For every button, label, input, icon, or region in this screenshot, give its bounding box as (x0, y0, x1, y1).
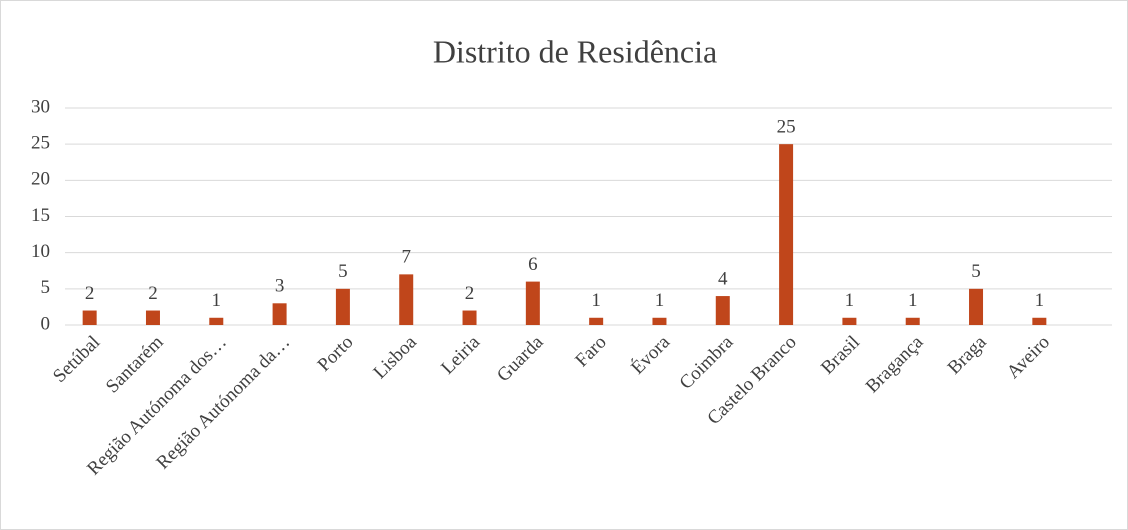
chart-title: Distrito de Residência (433, 33, 717, 69)
data-label: 1 (1035, 290, 1045, 311)
data-label: 1 (212, 290, 222, 311)
bar (842, 317, 857, 325)
bar (209, 317, 224, 325)
bar (272, 303, 287, 325)
y-tick-label: 10 (31, 241, 50, 262)
y-tick-label: 5 (41, 277, 51, 298)
data-label: 2 (465, 283, 475, 304)
bar (589, 317, 604, 325)
bar (715, 296, 730, 325)
data-label: 2 (148, 283, 158, 304)
data-label: 5 (971, 261, 981, 282)
data-label: 7 (401, 247, 411, 268)
bar (1032, 317, 1047, 325)
bar (335, 288, 350, 325)
bar (779, 144, 794, 325)
data-label: 1 (845, 290, 855, 311)
bar (969, 288, 984, 325)
bar (145, 310, 160, 325)
data-label: 1 (655, 290, 665, 311)
data-label: 3 (275, 276, 285, 297)
bar (82, 310, 97, 325)
y-tick-label: 0 (41, 313, 51, 334)
data-label: 1 (591, 290, 601, 311)
bar (462, 310, 477, 325)
bar (905, 317, 920, 325)
data-label: 5 (338, 261, 348, 282)
bar (525, 281, 540, 325)
data-label: 4 (718, 268, 728, 289)
y-tick-label: 15 (31, 205, 50, 226)
data-label: 2 (85, 283, 95, 304)
data-label: 6 (528, 254, 538, 275)
bar (652, 317, 667, 325)
y-tick-label: 30 (31, 96, 50, 117)
y-tick-label: 20 (31, 169, 50, 190)
y-tick-label: 25 (31, 133, 50, 154)
data-label: 25 (777, 117, 796, 138)
bar (399, 274, 414, 325)
data-label: 1 (908, 290, 918, 311)
